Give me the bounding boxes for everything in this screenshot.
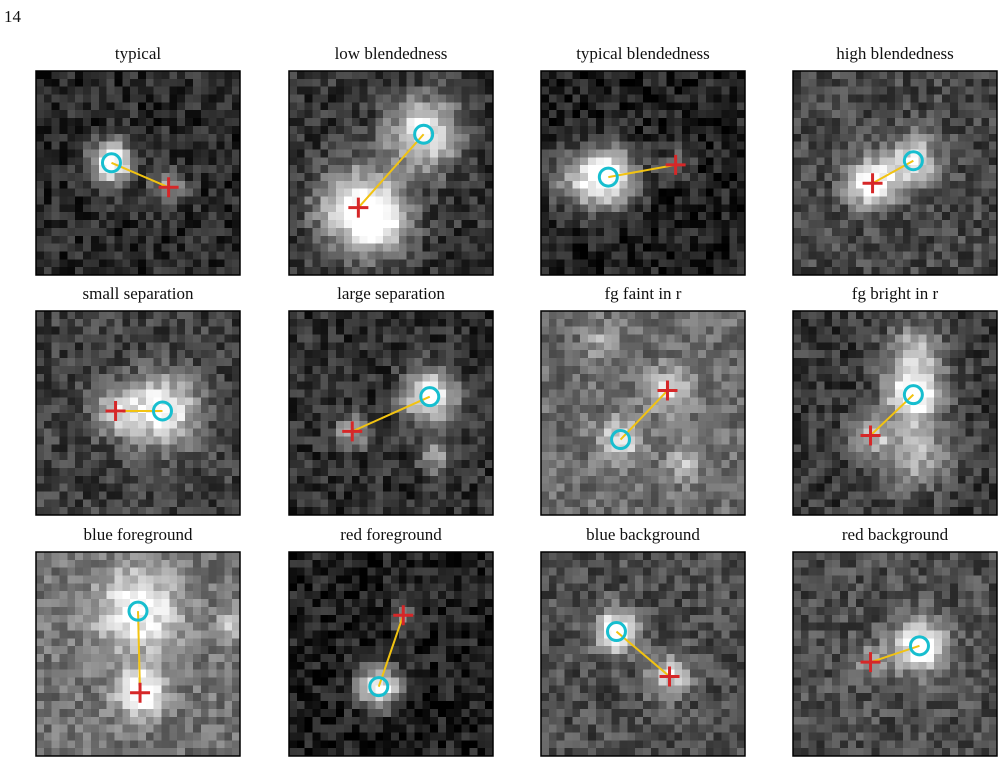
circle-marker [127,600,149,622]
panel-frame [35,310,241,516]
panel-title: typical blendedness [576,44,710,63]
panel-image [541,71,746,276]
circle-marker [908,635,930,657]
link-line [619,389,669,441]
panel-title: typical [115,44,162,63]
panel-title: low blendedness [335,44,448,63]
panel-title: blue background [586,525,700,544]
circle-marker [368,676,390,698]
link-line [377,614,405,687]
panel-image [36,552,241,757]
cross-marker [393,605,414,626]
panel-image [793,552,998,757]
cross-marker [342,421,363,442]
panel-title: red foreground [340,525,442,544]
panel-image [793,71,998,276]
panel-title: small separation [83,284,194,303]
link-line [615,630,671,678]
panel-frame [540,310,746,516]
circle-marker [151,400,173,422]
panel-frame [288,551,494,757]
cross-marker [862,173,883,194]
cross-marker [659,666,680,687]
panel-title: fg faint in r [605,284,682,303]
circle-marker [419,386,441,408]
link-line [608,163,676,179]
cross-marker [665,154,686,175]
link-line [357,133,425,209]
cross-marker [860,425,881,446]
circle-marker [597,166,619,188]
panel-frame [288,70,494,276]
panel-image [541,311,746,516]
cross-marker [657,380,678,401]
circle-marker [413,123,435,145]
link-line [137,611,142,693]
circle-marker [902,150,924,172]
panel-image [36,311,241,516]
circle-marker [100,152,122,174]
link-line [351,395,431,433]
panel-frame [792,310,998,516]
cross-marker [348,197,369,218]
panel-frame [540,551,746,757]
panel-image [289,552,494,757]
panel-image [289,71,494,276]
panel-frame [792,551,998,757]
panel-frame [540,70,746,276]
cross-marker [860,652,881,673]
panel-frame [288,310,494,516]
panel-title: blue foreground [83,525,193,544]
cross-marker [130,682,151,703]
panel-title: red background [842,525,949,544]
panel-frame [35,70,241,276]
cross-marker [105,400,126,421]
circle-marker [610,429,632,451]
circle-marker [605,621,627,643]
panel-title: large separation [337,284,445,303]
panel-image [36,71,241,276]
panel-image [541,552,746,757]
panel-image [289,311,494,516]
panel-frame [792,70,998,276]
panel-image [793,311,998,516]
panel-frame [35,551,241,757]
circle-marker [902,384,924,406]
panel-title: fg bright in r [852,284,939,303]
panel-title: high blendedness [836,44,954,63]
cross-marker [158,177,179,198]
page-number: 14 [4,7,22,26]
